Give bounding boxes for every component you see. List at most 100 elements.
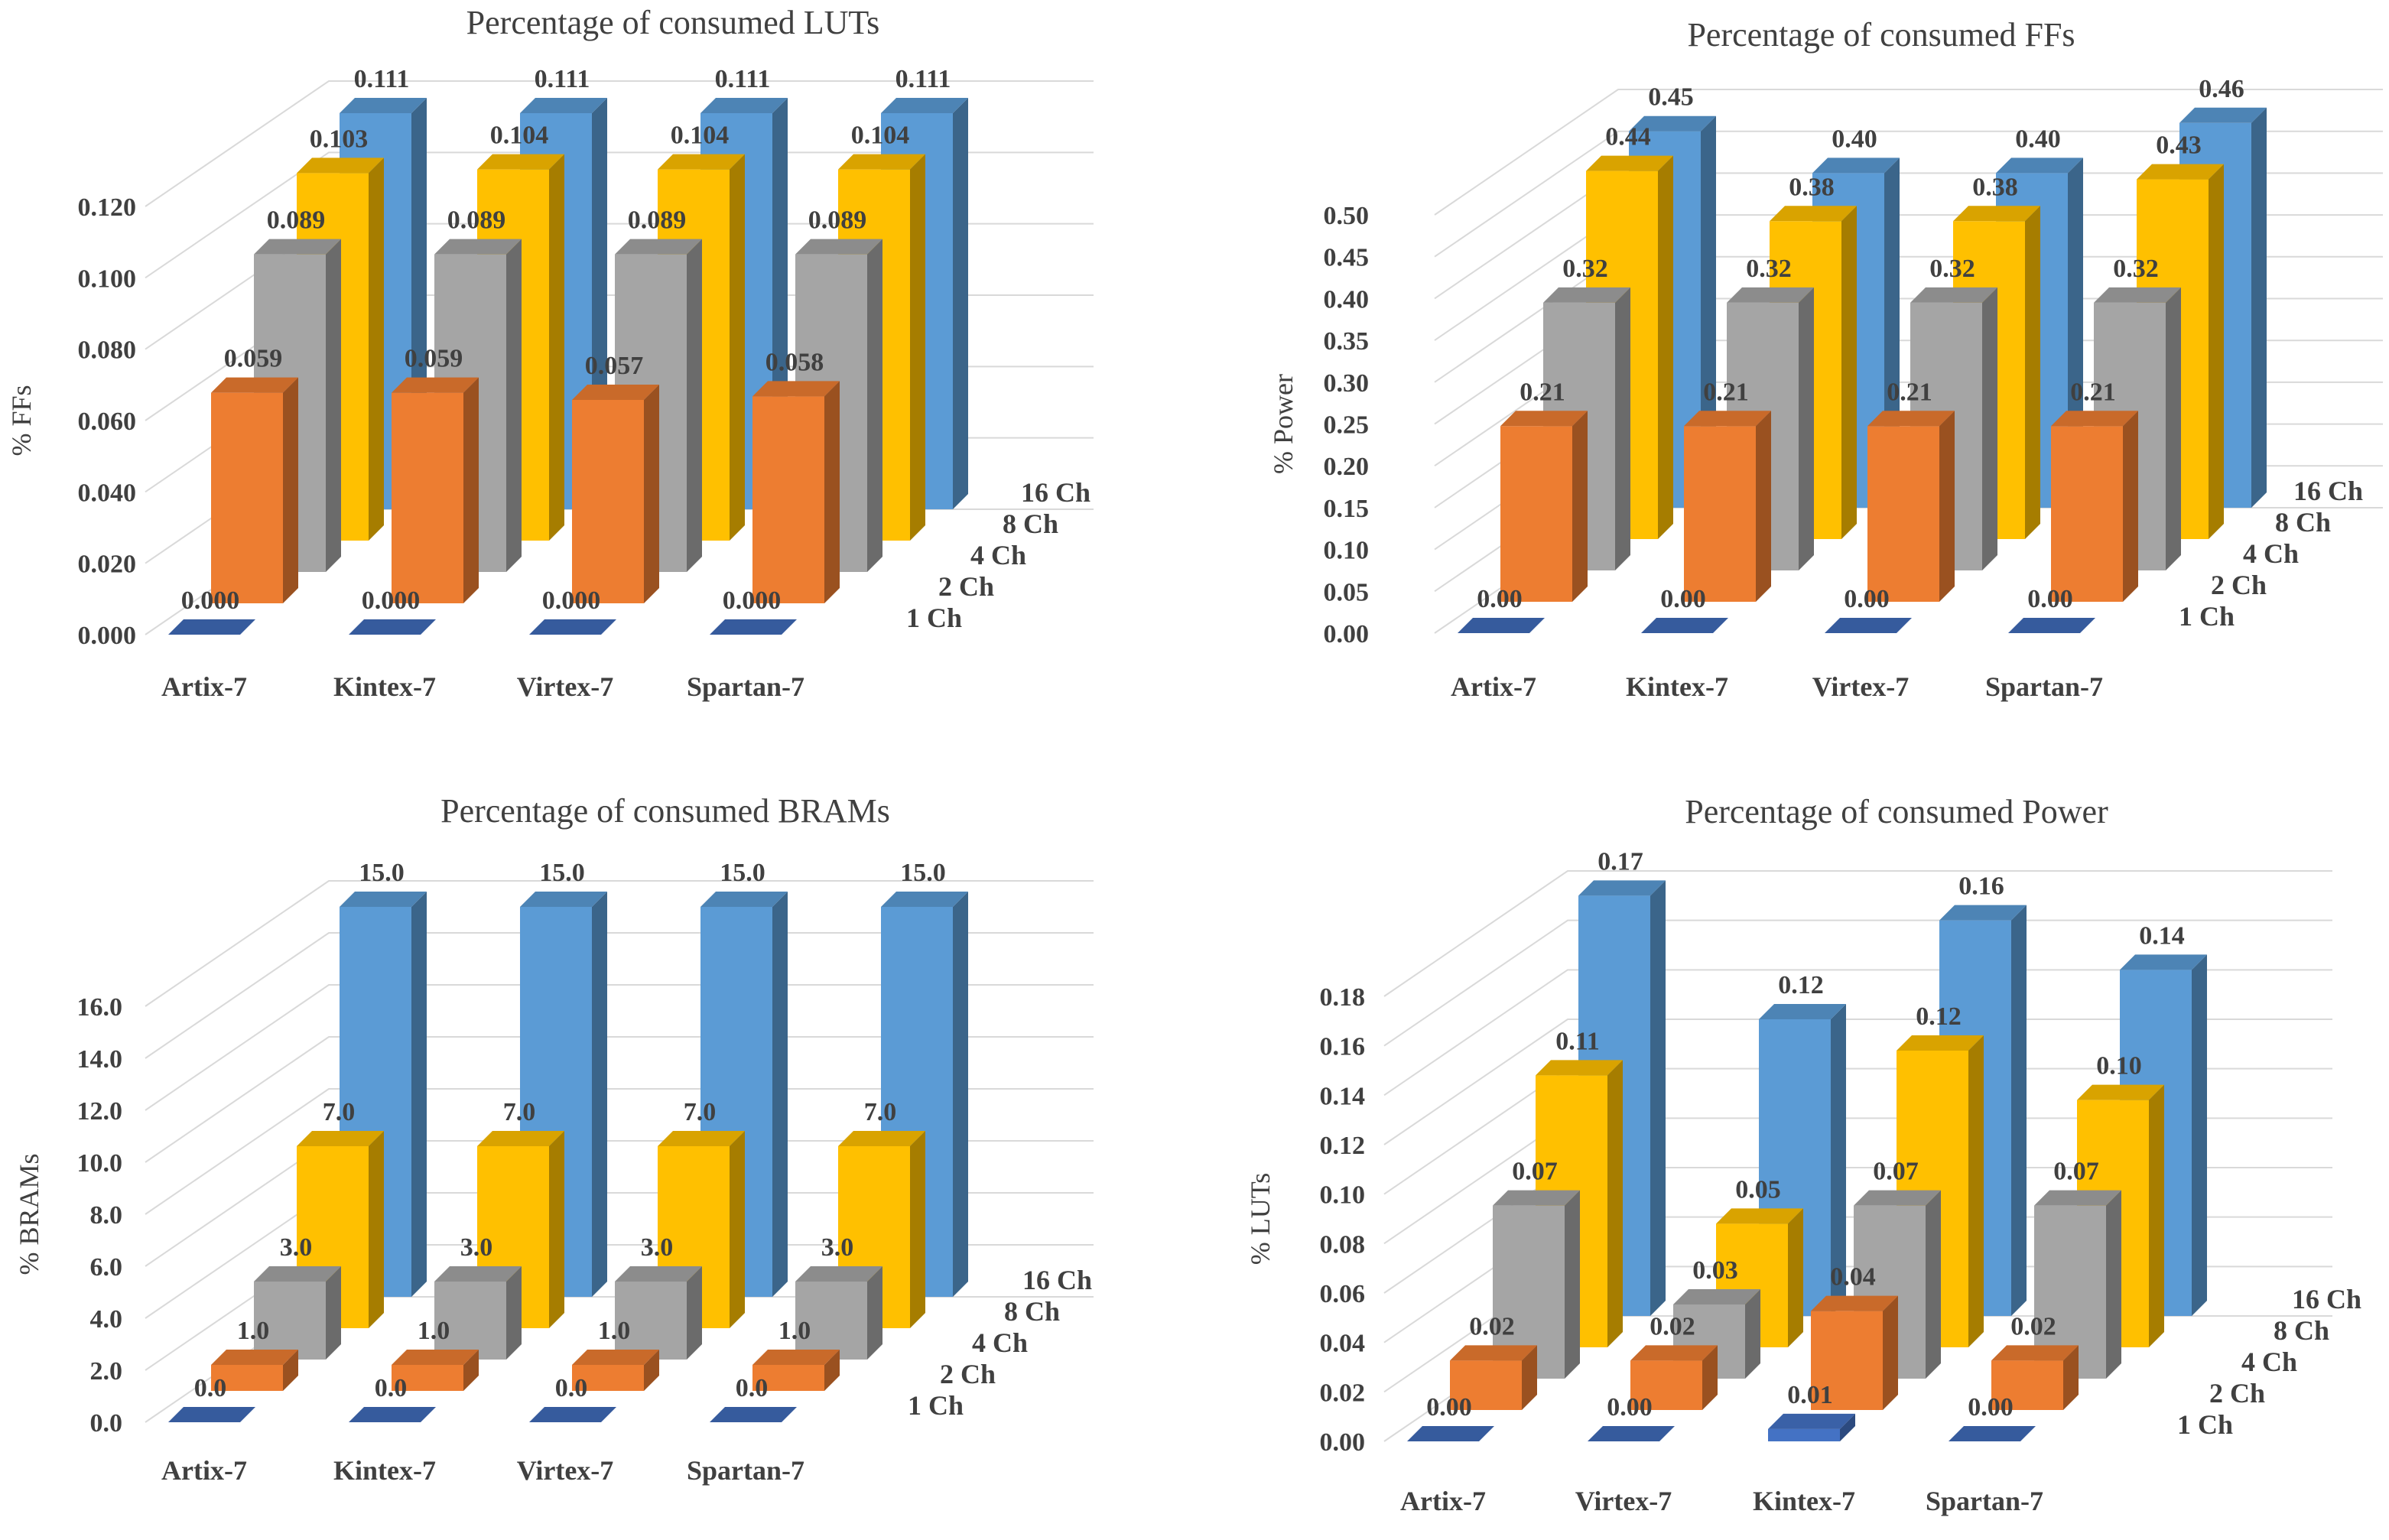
bar-flat <box>349 1407 436 1422</box>
bar: 0.02 <box>1991 1312 2079 1410</box>
data-label: 0.089 <box>447 206 506 235</box>
bar-top <box>520 98 607 113</box>
bar-top <box>752 1350 840 1365</box>
y-tick-label: 0.040 <box>78 479 137 507</box>
bar-flat <box>1407 1426 1494 1441</box>
data-label: 0.111 <box>535 65 590 93</box>
data-label: 0.32 <box>1562 255 1608 283</box>
series-depth-label: 16 Ch <box>1021 477 1090 508</box>
bar-side <box>867 1266 882 1360</box>
gridline <box>1383 1019 2332 1145</box>
bar: 0.000 <box>529 586 616 635</box>
y-tick-label: 0.35 <box>1324 327 1370 356</box>
y-tick-label: 0.25 <box>1324 411 1370 440</box>
bar: 0.059 <box>211 345 298 603</box>
bar-side <box>2166 287 2181 570</box>
bar-top <box>2179 107 2267 123</box>
data-label: 0.059 <box>224 345 283 373</box>
data-label: 0.00 <box>1607 1393 1653 1421</box>
bar-side <box>1841 206 1857 539</box>
bar-side <box>824 381 840 603</box>
series-depth-label: 4 Ch <box>972 1327 1028 1358</box>
bar-side <box>2149 1084 2164 1347</box>
data-label: 0.32 <box>1929 255 1975 283</box>
data-label: 0.104 <box>671 122 730 150</box>
bar-top <box>1953 206 2040 222</box>
data-label: 0.0 <box>736 1374 769 1402</box>
category-label: Virtex-7 <box>517 1455 614 1486</box>
series-depth-label: 1 Ch <box>2177 1409 2233 1440</box>
bar-top <box>700 98 788 113</box>
bar-front <box>1684 426 1756 602</box>
data-label: 0.12 <box>1916 1002 1962 1031</box>
bar-flat <box>1588 1426 1675 1441</box>
bar-top <box>2094 287 2181 303</box>
bar-top <box>752 381 840 397</box>
data-label: 0.21 <box>1520 378 1565 406</box>
bar: 0.01 <box>1768 1381 1855 1441</box>
data-label: 0.11 <box>1555 1027 1600 1055</box>
bar: 0.057 <box>572 352 659 603</box>
bar-top <box>1939 905 2027 921</box>
data-label: 0.21 <box>2070 378 2116 406</box>
bar-side <box>326 1266 341 1360</box>
bar-top <box>1991 1345 2079 1361</box>
data-label: 0.00 <box>1477 585 1523 613</box>
bar-flat <box>529 619 616 635</box>
bar-side <box>369 1131 384 1328</box>
bar-flat <box>1949 1426 2036 1441</box>
bar-side <box>910 154 925 541</box>
bar: 0.04 <box>1811 1263 1898 1410</box>
bar-top <box>1811 1295 1898 1311</box>
y-tick-label: 0.0 <box>90 1409 123 1438</box>
bar-front <box>1991 1360 2063 1410</box>
bar-top <box>1867 411 1955 427</box>
bar-top <box>1629 115 1716 132</box>
data-label: 15.0 <box>539 859 585 887</box>
bar: 1.0 <box>572 1317 659 1391</box>
bar-front <box>572 1365 644 1391</box>
gridline <box>1434 130 2383 258</box>
bar-side <box>953 892 968 1297</box>
y-axis-label: % LUTs <box>1245 1173 1276 1265</box>
bar-side <box>506 1266 522 1360</box>
data-label: 7.0 <box>503 1098 536 1126</box>
data-label: 7.0 <box>684 1098 717 1126</box>
y-tick-label: 0.020 <box>78 551 137 579</box>
bar-side <box>1883 1295 1898 1410</box>
gridline <box>145 984 1094 1111</box>
bar-side <box>1799 287 1814 570</box>
gridline <box>1383 969 2332 1097</box>
data-label: 0.05 <box>1735 1175 1781 1204</box>
data-label: 0.111 <box>895 65 951 93</box>
bar-side <box>953 98 968 509</box>
bar-top <box>254 1266 341 1282</box>
data-label: 0.0 <box>194 1374 227 1402</box>
chart-title: Percentage of consumed BRAMs <box>440 792 890 830</box>
bar-top <box>1897 1035 1984 1051</box>
bar: 0.0 <box>529 1374 616 1422</box>
bar-side <box>463 377 479 603</box>
bar: 0.00 <box>1949 1393 2036 1441</box>
bar-side <box>1756 411 1771 602</box>
bar-side <box>1939 411 1955 602</box>
bar-side <box>1831 1004 1846 1316</box>
data-label: 0.111 <box>354 65 410 93</box>
category-label: Kintex-7 <box>1626 671 1728 702</box>
bar-side <box>1572 411 1588 602</box>
y-tick-label: 0.10 <box>1324 537 1370 565</box>
bar-top <box>254 239 341 255</box>
gridline <box>145 1088 1094 1215</box>
data-label: 0.00 <box>1968 1393 2014 1421</box>
data-label: 0.103 <box>310 125 369 153</box>
data-label: 0.46 <box>2199 75 2244 103</box>
bar-top <box>1716 1208 1803 1224</box>
gridline <box>1383 870 2332 997</box>
gridline <box>145 1036 1094 1163</box>
bar-side <box>2251 107 2267 508</box>
bar-front <box>1500 426 1572 602</box>
bar-front <box>1450 1360 1522 1410</box>
bar-top <box>2034 1190 2121 1206</box>
category-label: Spartan-7 <box>1926 1486 2043 1516</box>
